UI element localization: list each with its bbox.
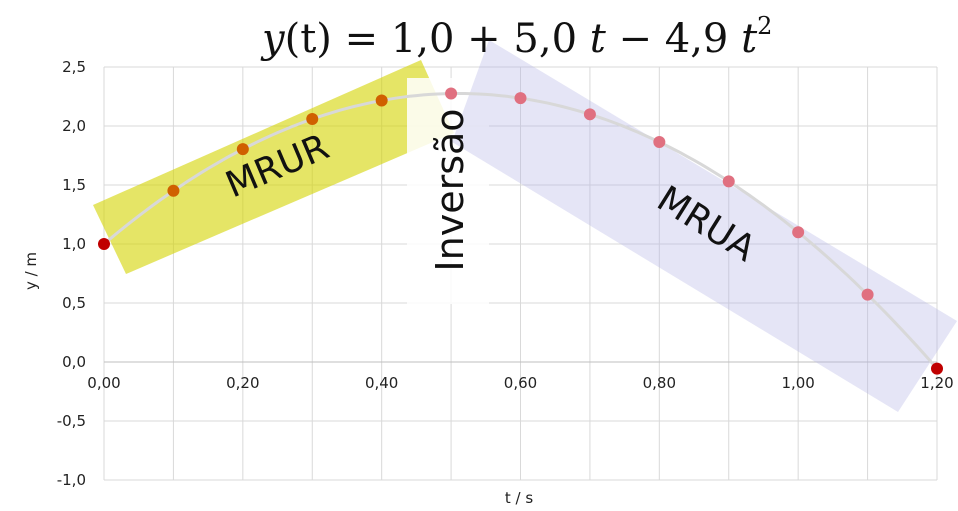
x-tick-label: 0,40 (365, 374, 398, 392)
x-tick-label: 0,20 (226, 374, 259, 392)
data-point (514, 92, 527, 105)
y-tick-label: 0,5 (62, 294, 86, 312)
chart-title: y(t) = 1,0 + 5,0 t − 4,9 t2 (260, 12, 772, 62)
data-point (167, 184, 180, 197)
data-point (931, 362, 943, 375)
title-exponent: 2 (757, 12, 772, 40)
x-tick-labels: 0,00 0,20 0,40 0,60 0,80 1,00 1,20 (87, 374, 953, 392)
y-tick-label: 2,5 (62, 58, 86, 76)
y-tick-label: -0,5 (57, 412, 86, 430)
y-tick-label: 1,5 (62, 176, 86, 194)
y-tick-label: -1,0 (57, 471, 86, 489)
y-axis-title: y / m (22, 252, 40, 290)
title-y: y (260, 16, 286, 62)
data-point (653, 136, 666, 149)
data-point (236, 143, 249, 156)
y-tick-label: 0,0 (62, 353, 86, 371)
region-mrur-band (93, 60, 454, 274)
data-point (98, 238, 110, 250)
data-point (583, 108, 596, 121)
data-point (306, 113, 319, 126)
region-mrua-band (452, 40, 957, 412)
regions (93, 40, 957, 412)
data-point (792, 226, 805, 239)
title-t2: t (741, 16, 758, 62)
x-tick-label: 1,20 (920, 374, 953, 392)
title-arg: (t) = 1,0 + 5,0 (285, 16, 590, 62)
title-middle: − 4,9 (606, 16, 741, 62)
title-t1: t (590, 16, 607, 62)
x-tick-label: 0,00 (87, 374, 120, 392)
data-point (861, 288, 874, 301)
x-tick-label: 0,80 (643, 374, 676, 392)
label-inversao: Inversão (428, 108, 472, 271)
x-tick-label: 0,60 (504, 374, 537, 392)
region-inversao-band (407, 78, 489, 304)
data-points (98, 87, 943, 375)
y-tick-label: 2,0 (62, 117, 86, 135)
data-point (722, 175, 735, 188)
data-point (375, 94, 388, 107)
data-point (445, 87, 458, 100)
y-tick-labels: 2,5 2,0 1,5 1,0 0,5 0,0 -0,5 -1,0 (57, 58, 86, 489)
y-tick-label: 1,0 (62, 235, 86, 253)
x-axis-title: t / s (505, 489, 533, 507)
x-tick-label: 1,00 (781, 374, 814, 392)
